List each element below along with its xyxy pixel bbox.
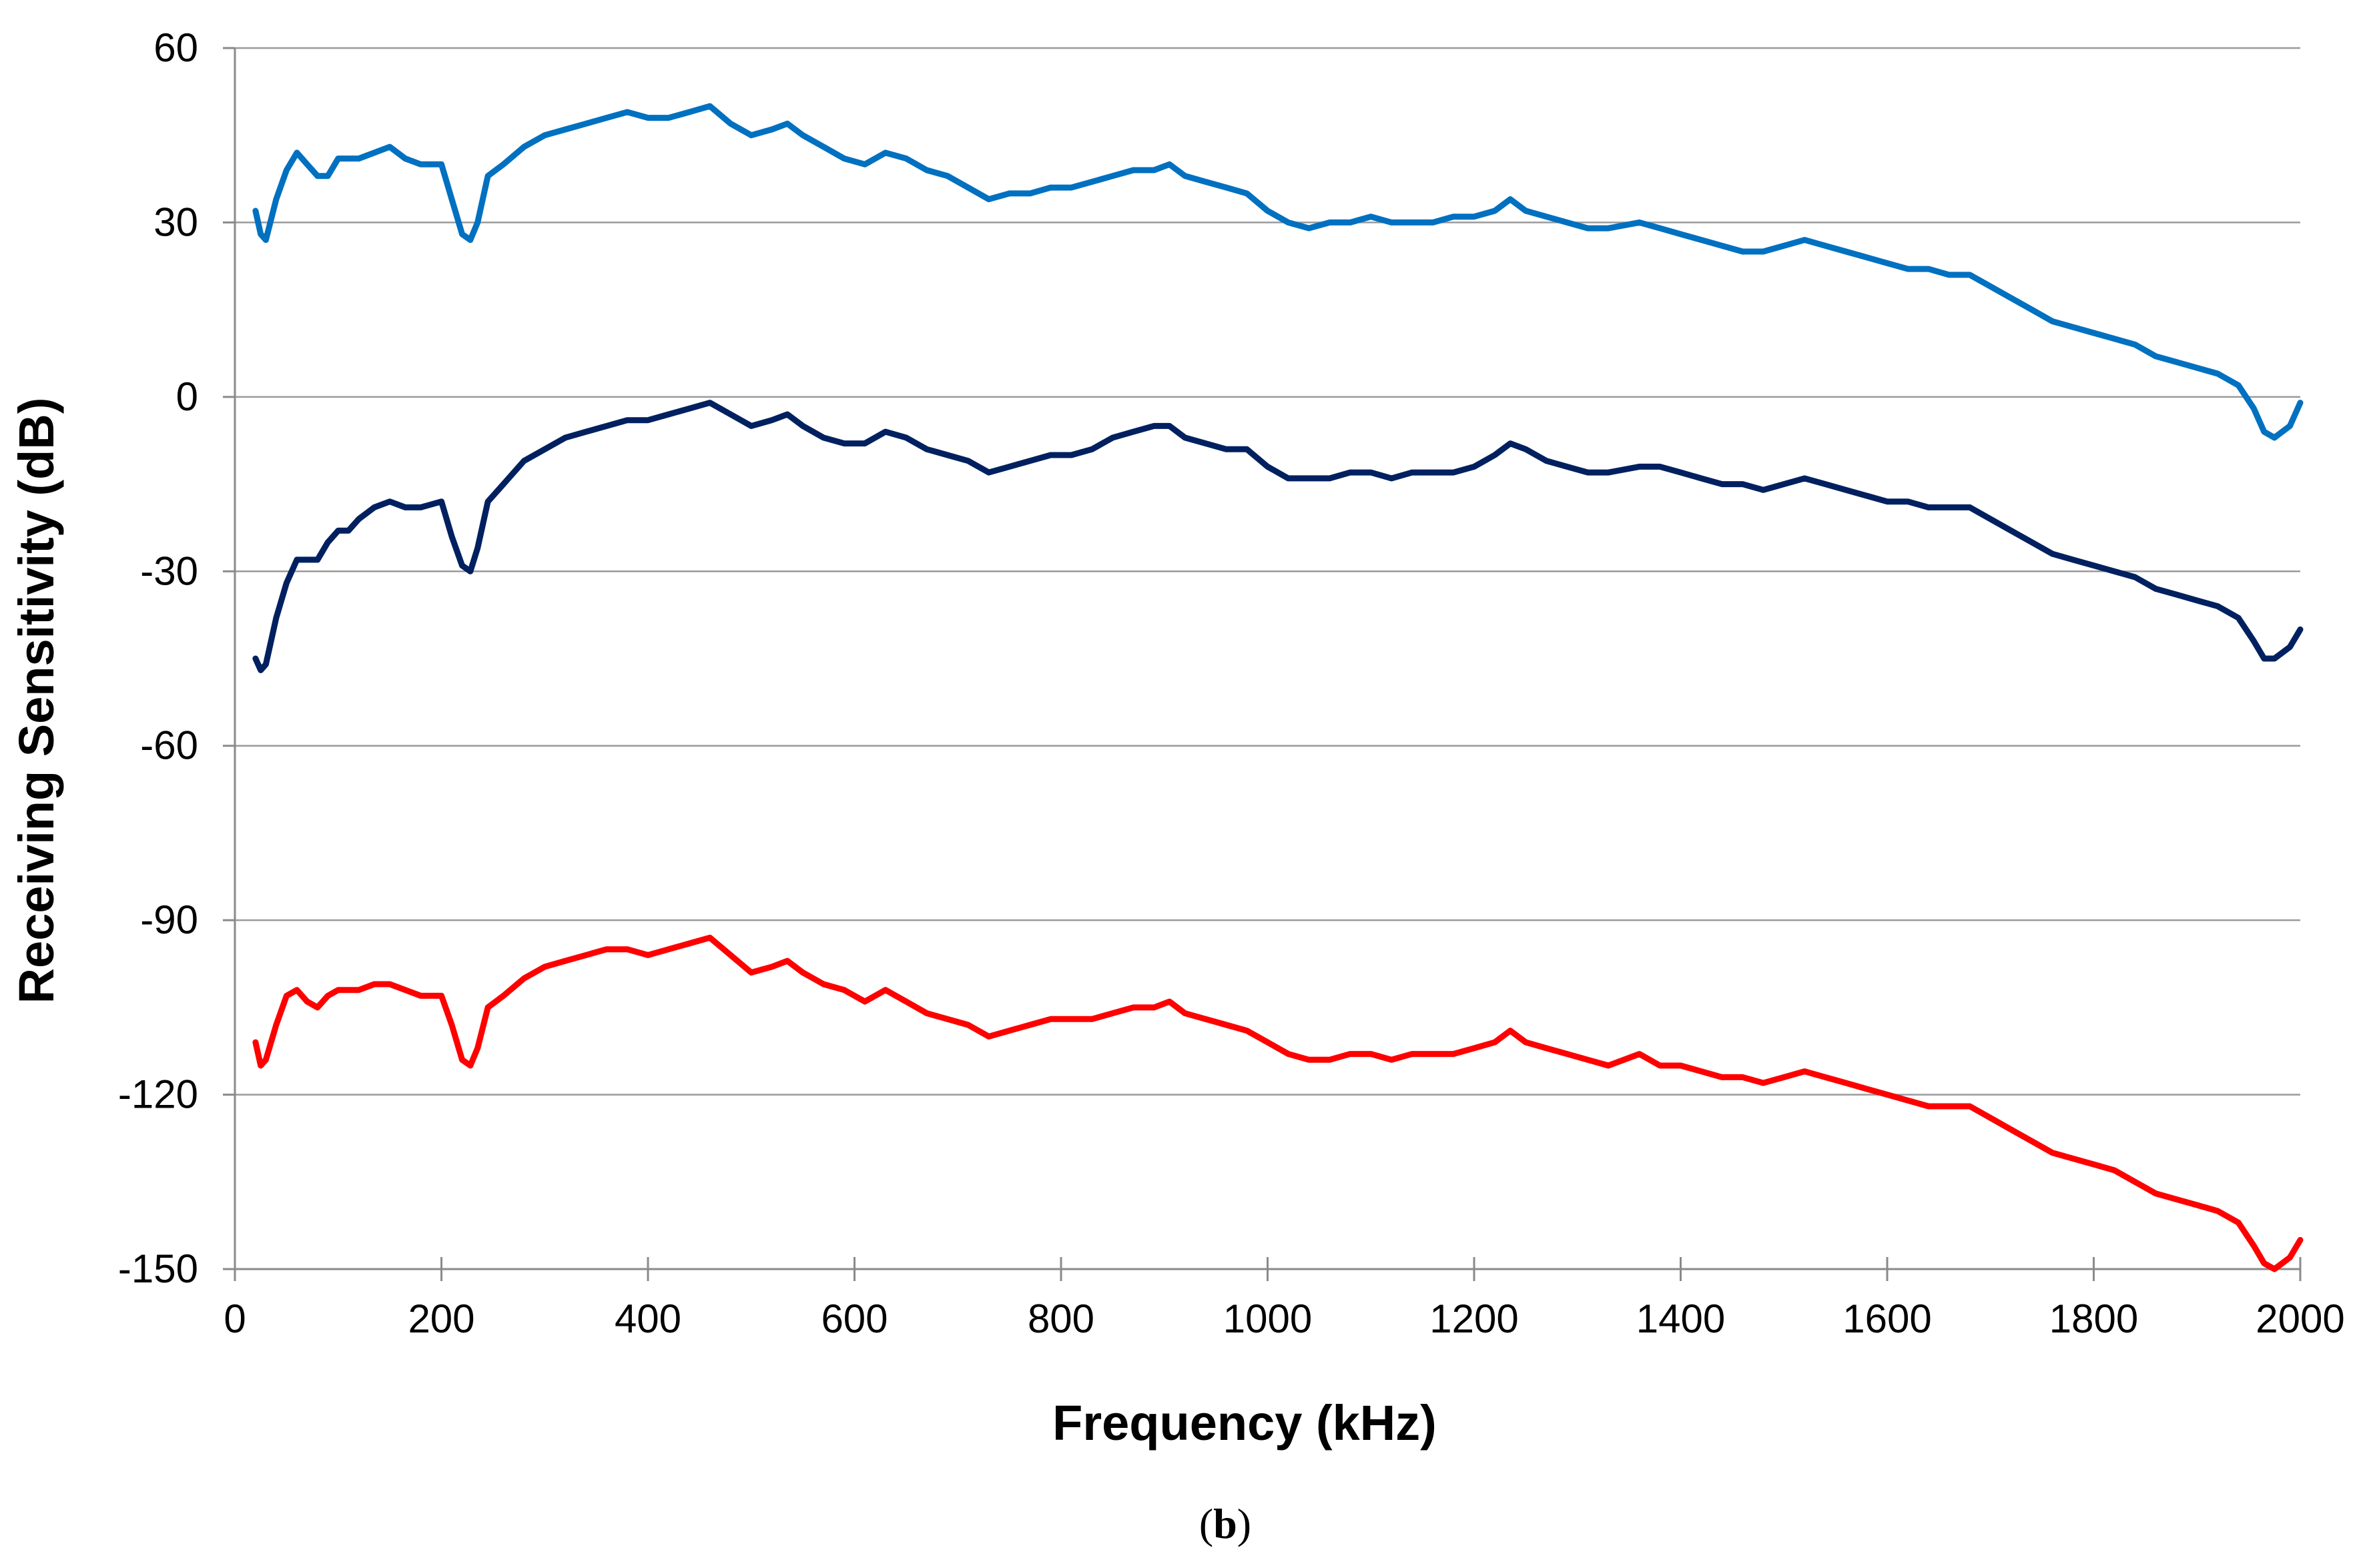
figure-caption: (b) — [1199, 1500, 1251, 1547]
y-tick-label: -90 — [140, 897, 198, 942]
x-tick-label: 800 — [1028, 1296, 1094, 1341]
x-tick-label: 1200 — [1429, 1296, 1518, 1341]
x-tick-label: 400 — [615, 1296, 681, 1341]
x-axis-title: Frequency (kHz) — [1052, 1395, 1437, 1451]
y-tick-label: 60 — [153, 25, 198, 70]
axes — [223, 47, 2302, 1281]
series-line-1 — [252, 103, 2304, 441]
x-tick-label: 600 — [821, 1296, 888, 1341]
tick-labels: 60 30 0 -30 -60 -90 -120 -150 0 200 400 600 800 1000 1… — [118, 25, 2345, 1341]
x-tick-label: 1600 — [1842, 1296, 1931, 1341]
x-tick-label: 1400 — [1636, 1296, 1725, 1341]
y-axis-title: Receiving Sensitivity (dB) — [9, 398, 64, 1004]
caption-open-paren: ( — [1199, 1500, 1213, 1547]
y-tick-label: -30 — [140, 548, 198, 593]
series-lines — [252, 103, 2304, 1272]
x-tick-label: 2000 — [2256, 1296, 2344, 1341]
x-tick-label: 1000 — [1223, 1296, 1312, 1341]
grid-lines — [235, 47, 2300, 1096]
y-tick-label: 0 — [176, 374, 198, 419]
series-line-3 — [252, 934, 2304, 1272]
x-tick-label: 200 — [408, 1296, 474, 1341]
y-tick-label: -60 — [140, 723, 198, 768]
y-tick-label: -120 — [118, 1072, 198, 1117]
caption-close-paren: ) — [1237, 1500, 1251, 1547]
caption-label: b — [1213, 1500, 1237, 1547]
series-line-2 — [252, 400, 2304, 673]
x-tick-label: 1800 — [2049, 1296, 2138, 1341]
y-tick-label: -150 — [118, 1246, 198, 1291]
y-tick-label: 30 — [153, 200, 198, 244]
x-tick-label: 0 — [224, 1296, 246, 1341]
